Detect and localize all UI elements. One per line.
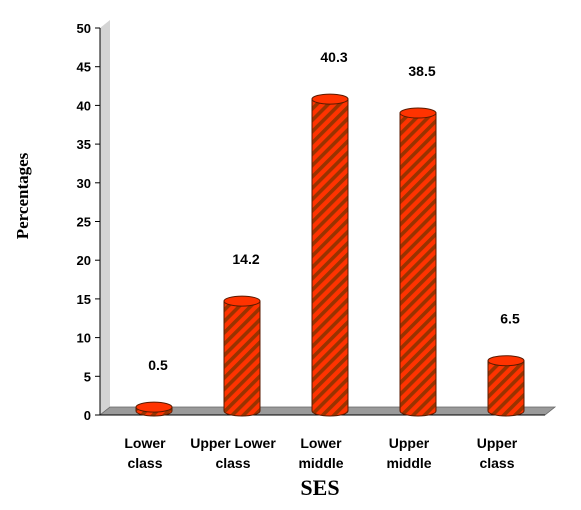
bar [223,295,261,417]
bar-top [487,355,525,367]
y-tick-label: 35 [77,137,91,152]
bar-top [399,107,437,119]
data-label: 0.5 [148,357,168,373]
y-tick-label: 0 [84,408,91,423]
y-axis-ticks: 0 5 10 15 20 25 30 35 40 45 50 [77,21,100,423]
category-label: middle [386,455,431,471]
bar-body [399,112,437,417]
back-wall [100,20,110,415]
y-axis-title: Percentages [13,152,32,239]
category-label: Upper [389,435,430,451]
bar [399,107,437,417]
category-labels: Lower class Upper Lower class Lower middle Upp… [124,435,517,471]
x-axis-title: SES [300,475,339,500]
bars: 0.5 14.2 40.3 38.5 6.5 [135,49,525,417]
bar-top [311,93,349,105]
data-label: 14.2 [232,251,259,267]
category-label: class [215,455,250,471]
y-tick-label: 20 [77,253,91,268]
bar-body [487,360,525,417]
y-tick-label: 30 [77,176,91,191]
y-tick-label: 45 [77,60,91,75]
y-tick-label: 40 [77,98,91,113]
y-tick-label: 25 [77,215,91,230]
bar [487,355,525,417]
data-label: 40.3 [320,49,347,65]
bar [135,401,173,417]
bar-top [223,295,261,307]
data-label: 6.5 [500,311,520,327]
category-label: middle [298,455,343,471]
y-tick-label: 10 [77,331,91,346]
category-label: Lower [124,435,166,451]
bar-body [223,300,261,417]
category-label: class [479,455,514,471]
bar-top [135,401,173,413]
y-tick-label: 50 [77,21,91,36]
category-label: class [127,455,162,471]
bar [311,93,349,417]
category-label: Upper [477,435,518,451]
category-label: Upper Lower [190,435,276,451]
bar-body [311,98,349,417]
y-tick-label: 5 [84,369,91,384]
category-label: Lower [300,435,342,451]
data-label: 38.5 [408,63,435,79]
y-tick-label: 15 [77,292,91,307]
